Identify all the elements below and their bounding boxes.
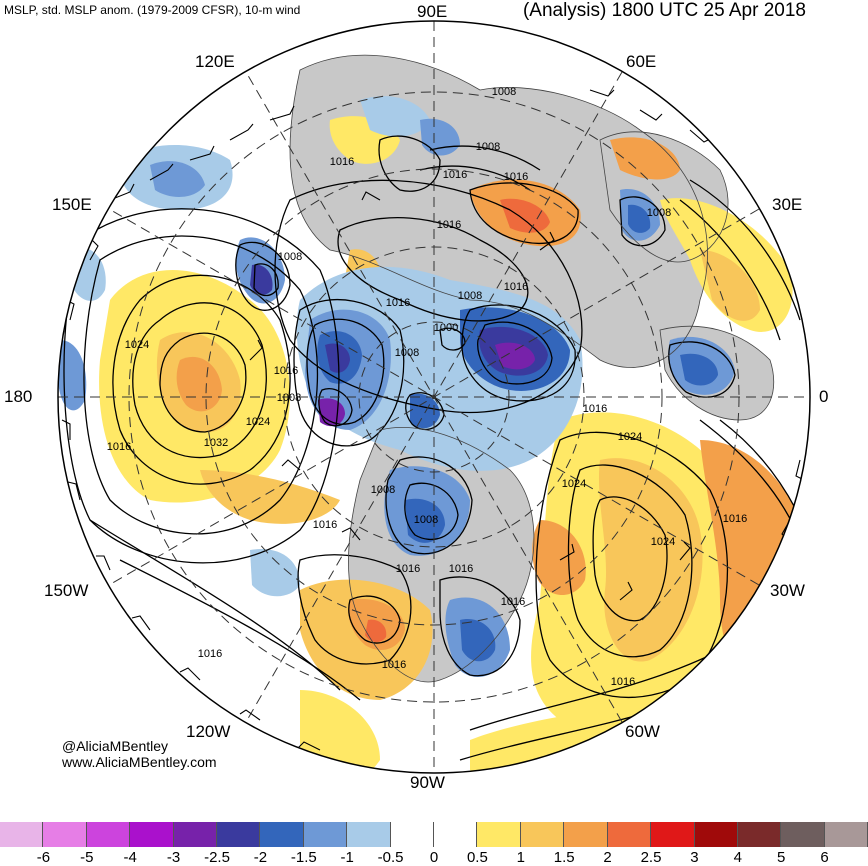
colorbar-tick-label: -3 [166,849,181,866]
lon-label-150e: 150E [52,195,92,214]
colorbar-tick-label: 6 [820,849,829,866]
colorbar-tick-label: -1.5 [290,849,317,866]
isobar-label: 1024 [562,478,586,490]
colorbar-swatch [260,822,304,847]
isobar-label: 1016 [443,169,467,181]
isobar-label: 1008 [476,141,500,153]
coastlines [289,54,775,683]
credit-website: www.AliciaMBentley.com [62,754,217,770]
isobar-label: 1016 [437,219,461,231]
lon-label-30w: 30W [770,581,805,600]
lon-label-30e: 30E [772,195,803,214]
colorbar-swatch [564,822,608,847]
colorbar-tick-label: -4 [123,849,137,866]
lon-label-90e: 90E [417,2,448,21]
isobar-label: 1016 [198,648,222,660]
lon-label-150w: 150W [44,581,89,600]
isobar-label: 1008 [458,290,482,302]
isobar-label: 1000 [434,322,458,334]
analysis-time: (Analysis) 1800 UTC 25 Apr 2018 [522,0,806,21]
graticule [58,21,810,773]
lon-label-90w: 90W [410,773,445,792]
colorbar-swatch [434,822,478,847]
map-disk [58,21,810,773]
colorbar-ticks: -6 -5 -4 -3 -2.5 -2 -1.5 -1 -0.5 0 0.5 1 1.5 2 2.5 3 4 5 6 [0,849,868,866]
isobar-label: 1016 [382,659,406,671]
isobar-label: 1024 [651,536,675,548]
colorbar-swatch [217,822,261,847]
colorbar-tick-label: 2.5 [640,849,662,866]
colorbar-tick-label: 2 [603,849,612,866]
credit-handle: @AliciaMBentley [62,738,169,754]
map-description: MSLP, std. MSLP anom. (1979-2009 CFSR), … [4,3,301,17]
isobar-label: 1016 [449,563,473,575]
colorbar-swatch [520,822,565,847]
colorbar-swatch [651,822,695,847]
isobar-label: 1024 [125,339,149,351]
colorbar-tick-label: 1.5 [553,849,575,866]
colorbar-tick-label: -0.5 [377,849,404,866]
lon-label-180: 180 [4,387,33,406]
polar-map: 1008 1008 1016 1016 1016 1008 1008 1016 1016 1008… [57,20,811,774]
colorbar-swatch [130,822,174,847]
isobar-label: 1008 [647,207,671,219]
isobar-label: 1016 [330,156,354,168]
colorbar-tick-label: -5 [80,849,94,866]
colorbar-swatch [347,822,391,847]
colorbar-tick-label: -2 [253,849,268,866]
isobar-label: 1008 [414,514,438,526]
colorbar-swatch [477,822,521,847]
colorbar-swatch [173,822,218,847]
colorbar-swatch [390,822,435,847]
isobar-label: 1016 [313,519,337,531]
isobar-labels: 1008 1008 1016 1016 1016 1008 1008 1016 1016 1008… [107,86,747,688]
isobar-label: 1024 [246,416,270,428]
lon-label-120w: 120W [186,722,231,741]
lon-label-120e: 120E [195,52,235,71]
isobar-label: 1016 [723,513,747,525]
isobar-label: 1016 [504,171,528,183]
isobar-label: 1008 [492,86,516,98]
isobar-label: 1008 [395,347,419,359]
isobar-label: 1008 [278,251,302,263]
isobar-label: 1008 [277,392,301,404]
colorbar-tick-label: -1 [340,849,354,866]
colorbar-swatch [607,822,652,847]
lon-label-0: 0 [819,387,829,406]
isobar-label: 1016 [501,596,525,608]
colorbar-swatch [694,822,738,847]
colorbar-tick-label: 4 [733,849,742,866]
colorbar-swatch [781,822,825,847]
colorbar-tick-label: 3 [690,849,699,866]
colorbar-swatch [86,822,131,847]
isobar-label: 1016 [611,676,635,688]
anomaly-colorbar [0,822,868,847]
colorbar-tick-label: 0 [429,849,439,866]
isobar-label: 1032 [204,437,228,449]
isobar-label: 1016 [396,563,420,575]
colorbar-tick-label: 0.5 [466,849,488,866]
isobar-label: 1016 [107,441,131,453]
map-border [57,20,811,774]
colorbar-swatch [737,822,782,847]
lon-label-60e: 60E [626,52,657,71]
colorbar-swatch [824,822,868,847]
isobar-label: 1016 [583,403,607,415]
lon-label-60w: 60W [625,722,660,741]
isobar-label: 1016 [274,365,298,377]
isobar-label: 1016 [386,297,410,309]
colorbar-swatch [303,822,348,847]
colorbar-tick-label: -2.5 [204,849,230,866]
colorbar-tick-label: -6 [36,849,51,866]
isobar-label: 1016 [504,281,528,293]
colorbar-swatch [0,822,44,847]
colorbar-tick-label: 1 [516,849,525,866]
colorbar-tick-label: 5 [777,849,786,866]
isobar-label: 1024 [618,431,642,443]
isobar-label: 1008 [371,484,395,496]
colorbar-swatch [43,822,87,847]
